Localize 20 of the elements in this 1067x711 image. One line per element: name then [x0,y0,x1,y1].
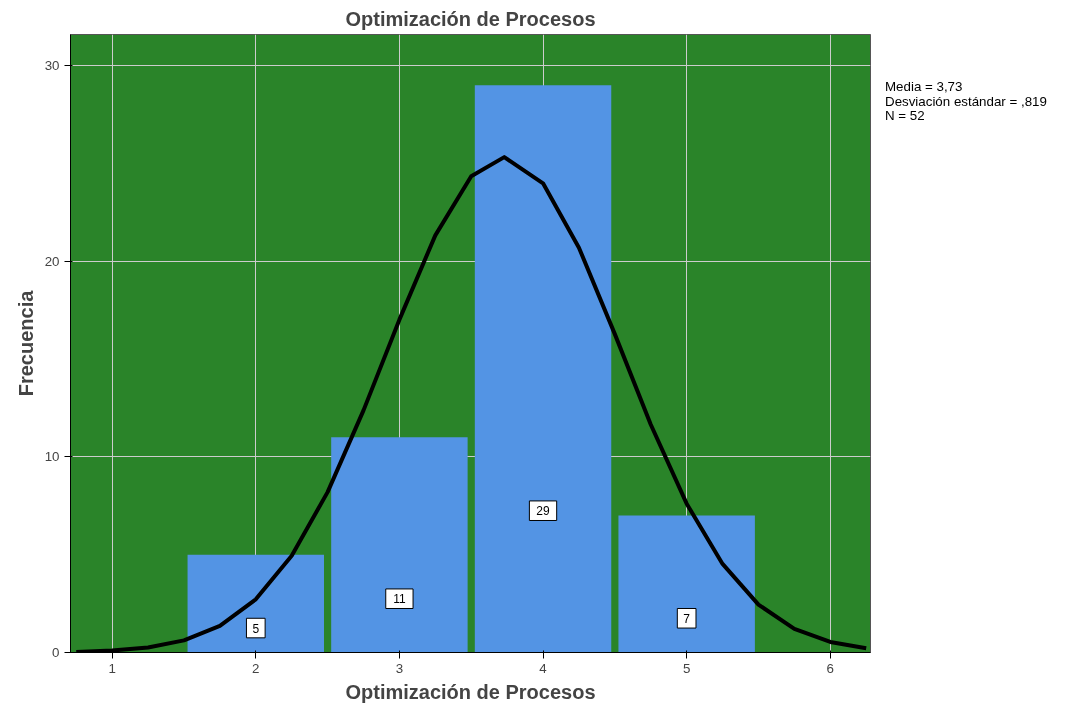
x-tick-label: 5 [682,660,691,676]
y-axis-title: Frecuencia [14,289,37,397]
x-tick-label: 2 [252,660,260,676]
data-label: 7 [683,611,691,626]
y-tick-label: 10 [44,449,60,465]
text: Desviación estándar = ,819 [885,93,1047,109]
y-tick-label: 30 [44,58,60,74]
chart-title: Optimización de Procesos [345,7,596,30]
data-label: 11 [393,592,406,607]
data-label: 29 [536,504,551,519]
data-label: 5 [252,621,260,636]
text: Media = 3,73 [885,79,963,94]
y-tick-label: 20 [44,253,60,269]
x-tick-label: 6 [826,660,834,676]
x-tick-label: 4 [539,660,548,676]
x-tick-label: 1 [108,660,116,676]
x-tick-label: 3 [395,660,404,676]
text: N = 52 [885,108,925,124]
x-axis-title: Optimización de Procesos [345,680,596,703]
y-tick-label: 0 [52,645,60,660]
